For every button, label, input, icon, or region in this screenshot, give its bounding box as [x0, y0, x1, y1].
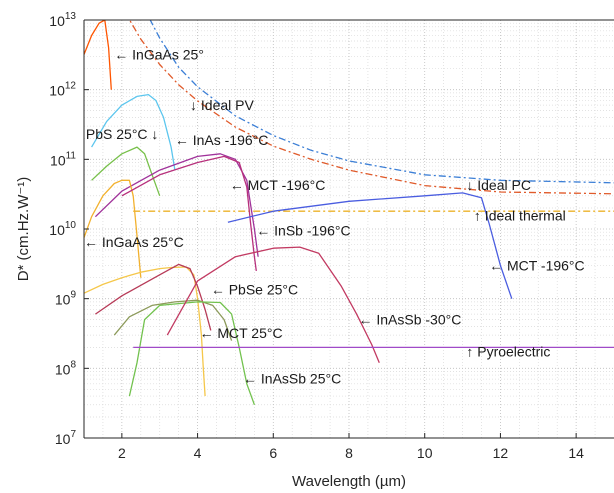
x-tick-label: 10 [417, 445, 433, 461]
y-tick-label: 107 [55, 429, 77, 447]
y-tick-label: 109 [55, 290, 77, 308]
annotation-label-3: ← InAs -196°C [175, 132, 269, 148]
annotation-label-2: PbS 25°C ↓ [86, 126, 159, 142]
x-tick-label: 12 [493, 445, 509, 461]
y-tick-label: 108 [55, 359, 77, 377]
annotation-label-4: ← MCT -196°C [230, 177, 326, 193]
annotations: ← InGaAs 25° ↓ Ideal PV PbS 25°C ↓ ← InAs -… [84, 46, 585, 386]
series-line-6 [94, 153, 259, 257]
annotation-label-10: ← PbSe 25°C [211, 282, 298, 298]
y-tick-label: 1012 [49, 81, 76, 99]
series-line-13 [128, 301, 256, 406]
annotation-label-5: ↓ Ideal PC [466, 177, 531, 193]
annotation-label-6: ↑ Ideal thermal [474, 208, 566, 224]
x-tick-label: 14 [568, 445, 584, 461]
annotation-label-0: ← InGaAs 25° [114, 46, 204, 62]
x-tick-label: 4 [194, 445, 202, 461]
annotation-label-1: ↓ Ideal PV [190, 97, 254, 113]
annotation-label-11: ← InAsSb -30°C [358, 312, 461, 328]
series-line-8 [121, 155, 257, 271]
y-axis-label: D* (cm.Hz.W⁻¹) [15, 177, 32, 282]
annotation-label-8: ← InGaAs 25°C [84, 234, 184, 250]
series-line-11 [95, 263, 212, 331]
series-line-9 [227, 192, 513, 299]
series-line-10 [84, 266, 206, 397]
y-tick-label: 1010 [49, 220, 76, 238]
annotation-label-12: ← MCT 25°C [199, 325, 282, 341]
annotation-label-9: ← MCT -196°C [489, 257, 585, 273]
x-tick-label: 6 [269, 445, 277, 461]
annotation-label-14: ← InAsSb 25°C [243, 370, 341, 386]
y-tick-label: 1013 [49, 11, 76, 29]
y-tick-label: 1011 [50, 150, 76, 168]
series-line-1 [128, 20, 614, 195]
annotation-label-7: ← InSb -196°C [256, 223, 350, 239]
series-line-2 [149, 20, 614, 184]
series-line-0 [84, 20, 112, 90]
series-line-14 [166, 246, 380, 364]
x-tick-label: 2 [118, 445, 126, 461]
annotation-label-13: ↑ Pyroelectric [466, 343, 550, 359]
x-tick-label: 8 [345, 445, 353, 461]
series-line-7 [84, 179, 142, 278]
series-line-4 [91, 93, 176, 171]
x-axis-label: Wavelength (µm) [292, 473, 406, 490]
series-group [84, 20, 614, 406]
